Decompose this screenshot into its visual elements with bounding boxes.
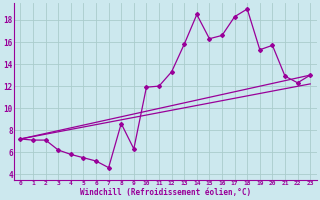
- X-axis label: Windchill (Refroidissement éolien,°C): Windchill (Refroidissement éolien,°C): [80, 188, 251, 197]
